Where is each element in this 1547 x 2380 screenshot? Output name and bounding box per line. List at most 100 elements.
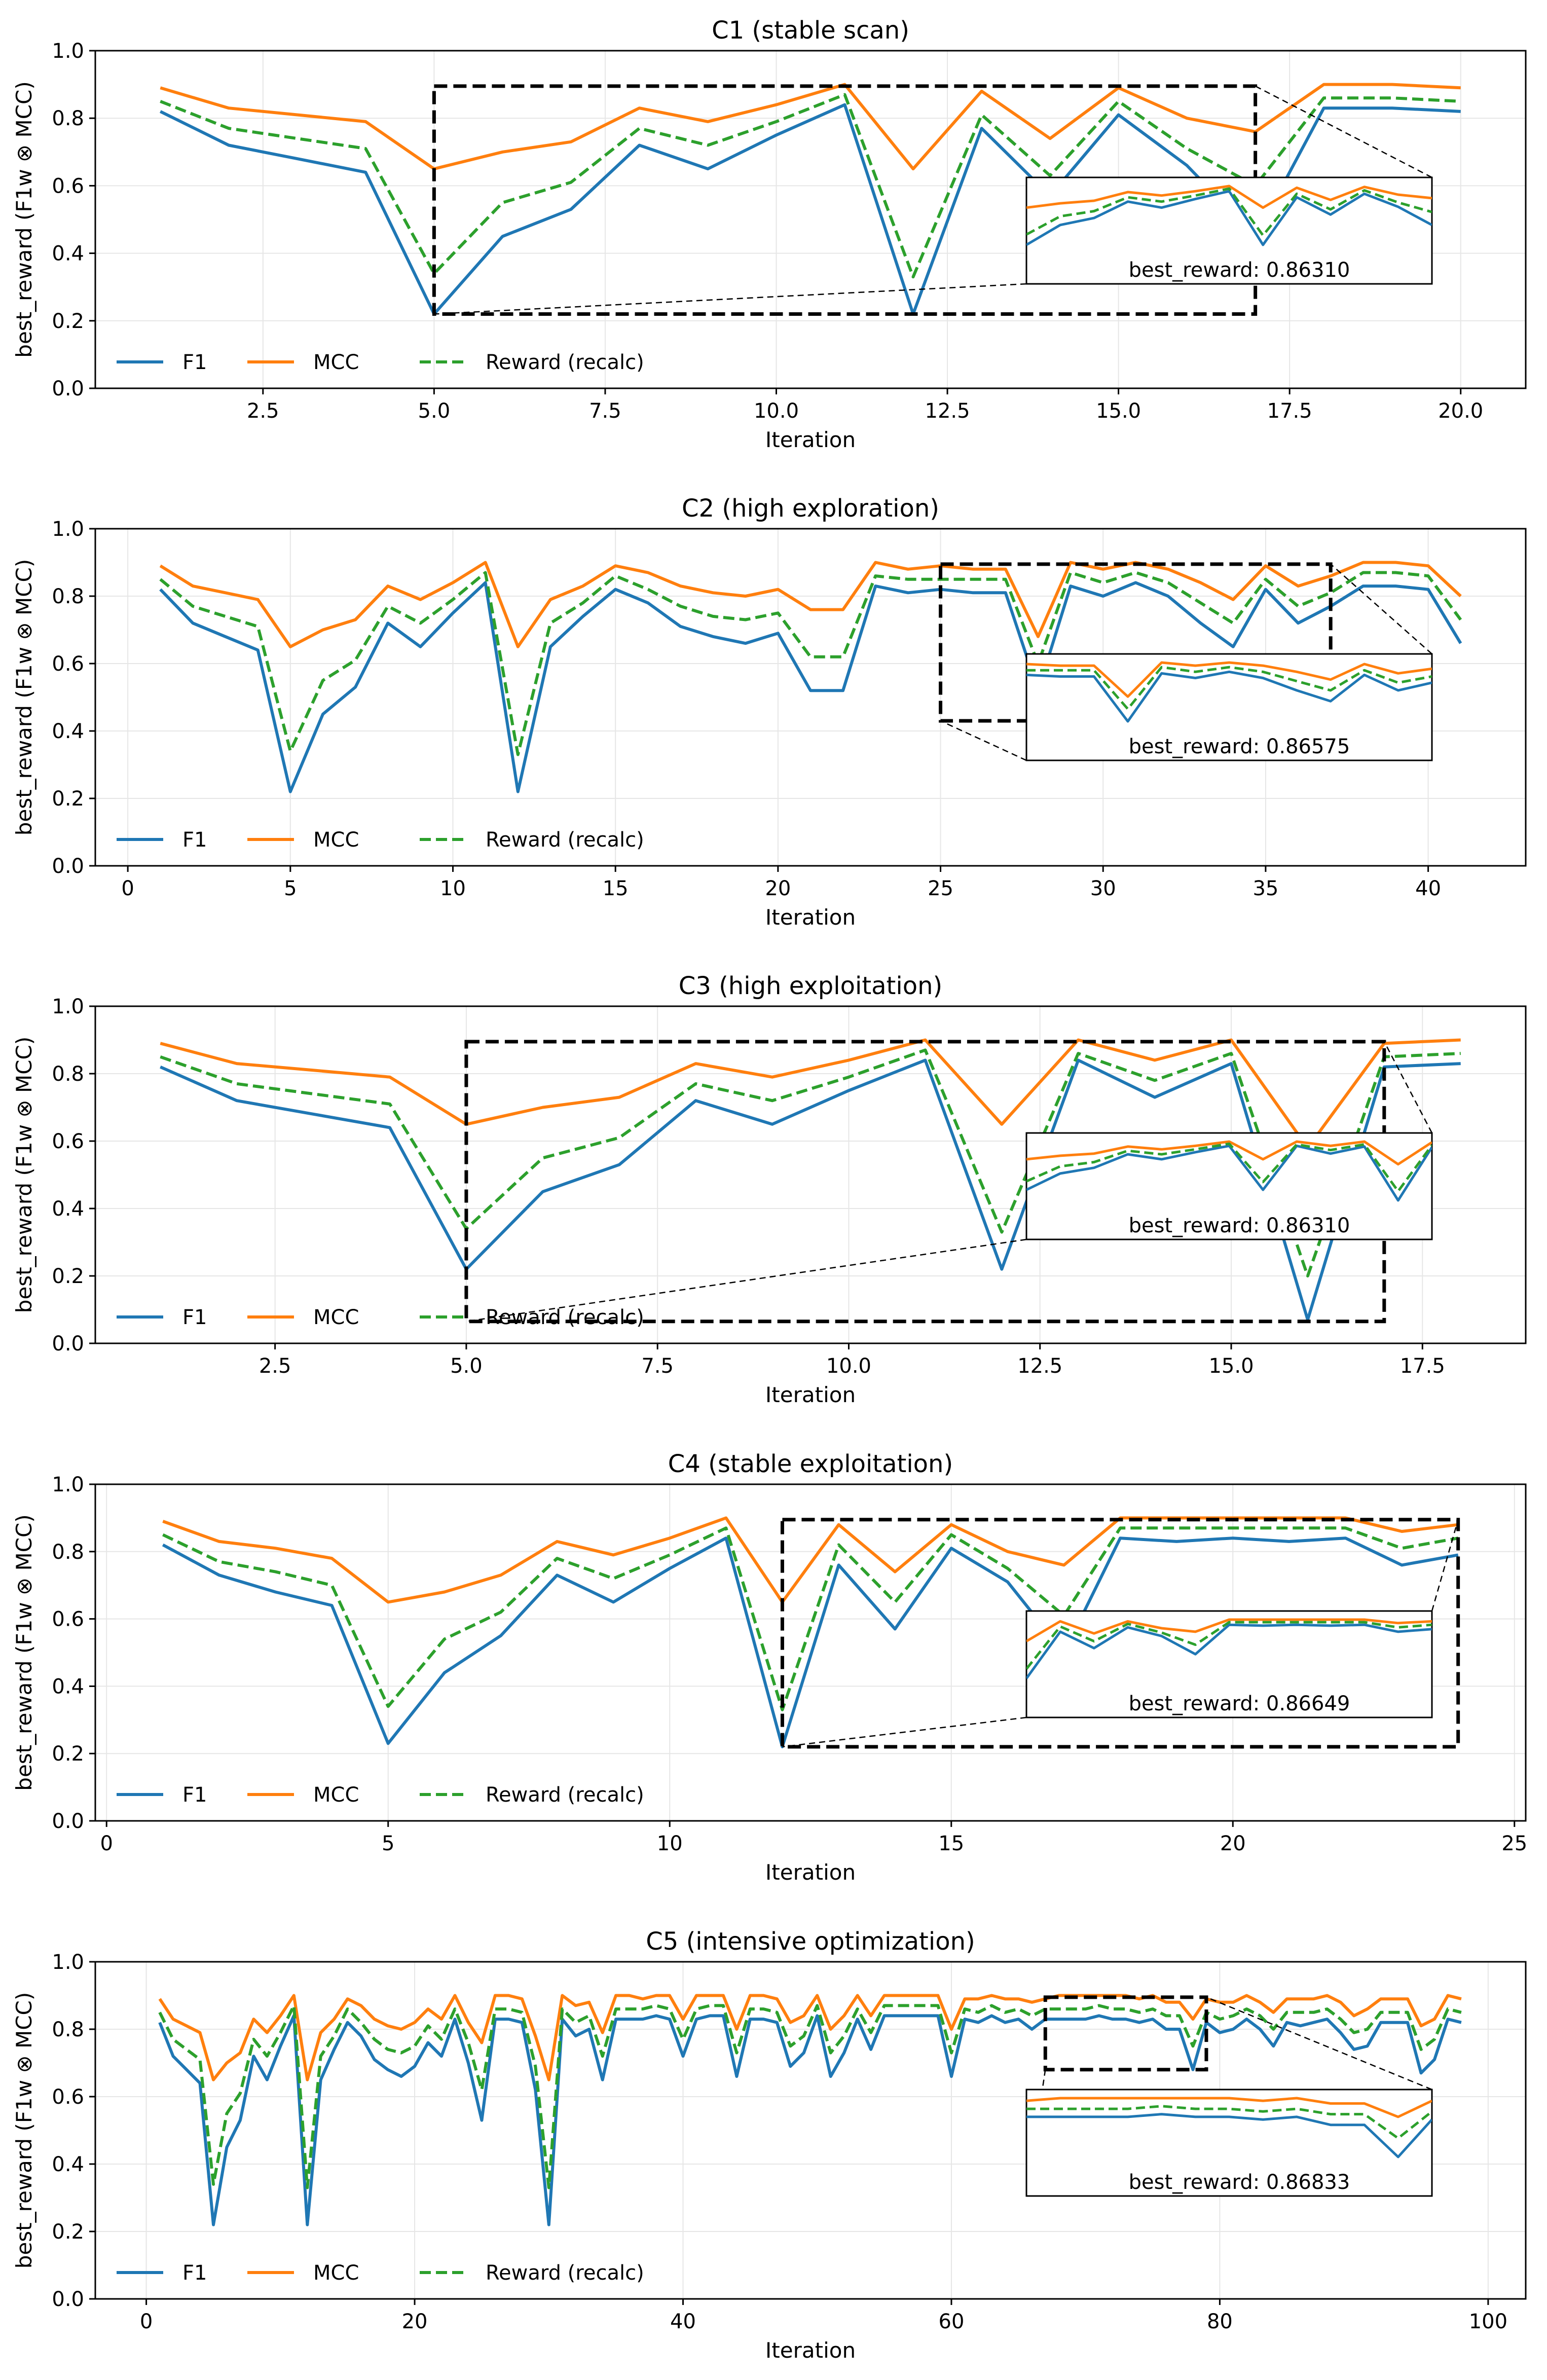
y-tick-label: 0.0	[52, 377, 84, 400]
x-tick-label: 15	[938, 1832, 964, 1855]
x-tick-label: 15.0	[1096, 399, 1141, 423]
inset-lines	[1026, 2097, 1432, 2158]
zoom-connector-line	[940, 720, 1027, 761]
chart-panel-5: best_reward: 0.86833 0 20 40 60 80 100 0.0 0.2 0.…	[12, 1927, 1527, 2363]
x-tick-label: 12.5	[1017, 1354, 1062, 1378]
y-tick-label: 1.0	[52, 518, 84, 541]
x-tick-label: 0	[140, 2310, 153, 2333]
x-axis-label: Iteration	[765, 905, 856, 930]
inset-lines	[1026, 1140, 1432, 1202]
x-axis-label: Iteration	[765, 1860, 856, 1885]
zoom-connector-line	[1330, 563, 1432, 654]
best-reward-label: best_reward: 0.86310	[1129, 1214, 1350, 1237]
series-lines	[159, 561, 1462, 793]
inset-lines	[1026, 661, 1432, 723]
series-line-mcc	[160, 83, 1461, 171]
y-tick-label: 0.0	[52, 855, 84, 878]
series-lines	[162, 1516, 1459, 1748]
legend-label-f1: F1	[182, 351, 207, 374]
x-tick-label: 20	[765, 877, 791, 900]
inset-line-reward	[1026, 187, 1432, 237]
x-tick-label: 35	[1253, 877, 1278, 900]
series-line-mcc	[160, 1038, 1461, 1150]
chart-panel-3: best_reward: 0.86310 2.5 5.0 7.5 10.0 12.5 15.…	[12, 972, 1527, 1407]
x-tick-label: 5.0	[450, 1354, 483, 1378]
axes-frame	[94, 50, 1527, 389]
zoom-connector-line	[1431, 1519, 1459, 1612]
y-tick-label: 1.0	[52, 1473, 84, 1496]
x-tick-label: 17.5	[1400, 1354, 1445, 1378]
inset-line-reward	[1026, 1621, 1432, 1670]
x-tick-label: 20.0	[1438, 399, 1483, 423]
x-tick-label: 2.5	[259, 1354, 291, 1378]
legend-label-reward: Reward (recalc)	[486, 1783, 644, 1807]
x-tick-label: 12.5	[925, 399, 970, 423]
y-tick-label: 1.0	[52, 40, 84, 63]
y-tick-label: 0.4	[52, 2153, 84, 2176]
inset-line-f1	[1026, 1144, 1432, 1202]
inset-line-mcc	[1026, 661, 1432, 698]
series-line-mcc	[162, 1516, 1459, 1604]
x-axis-label: Iteration	[765, 1382, 856, 1407]
y-tick-label: 0.2	[52, 1265, 84, 1288]
zoom-inset-frame	[1025, 2089, 1433, 2197]
y-tick-label: 0.8	[52, 585, 84, 608]
x-tick-label: 10.0	[754, 399, 799, 423]
inset-line-f1	[1026, 1623, 1432, 1679]
y-tick-label: 1.0	[52, 995, 84, 1018]
best-reward-label: best_reward: 0.86310	[1129, 259, 1350, 282]
legend-label-mcc: MCC	[313, 2261, 359, 2285]
x-tick-label: 17.5	[1267, 399, 1312, 423]
y-axis-label: best_reward (F1w ⊗ MCC)	[12, 1037, 36, 1313]
x-tick-label: 0	[100, 1832, 113, 1855]
y-tick-label: 0.4	[52, 1675, 84, 1698]
axes-frame	[94, 1961, 1527, 2300]
inset-line-mcc	[1026, 1618, 1432, 1642]
zoom-connector-line	[1383, 1041, 1433, 1133]
x-tick-label: 5	[284, 877, 297, 900]
y-tick-label: 0.2	[52, 2220, 84, 2244]
zoom-region-box	[780, 1518, 1460, 1749]
series-lines	[160, 1038, 1461, 1322]
y-tick-label: 0.6	[52, 1130, 84, 1153]
series-line-f1	[158, 2014, 1462, 2226]
x-tick-label: 10.0	[826, 1354, 871, 1378]
inset-line-mcc	[1026, 1140, 1432, 1166]
x-tick-label: 15.0	[1208, 1354, 1254, 1378]
best-reward-label: best_reward: 0.86833	[1129, 2171, 1350, 2194]
zoom-connector-line	[466, 1238, 1027, 1323]
x-tick-label: 15	[603, 877, 629, 900]
zoom-connector-line	[1255, 85, 1432, 178]
legend-label-reward: Reward (recalc)	[486, 2261, 644, 2285]
legend-label-mcc: MCC	[313, 1306, 359, 1329]
series-line-mcc	[158, 1994, 1462, 2081]
x-axis-label: Iteration	[765, 2338, 856, 2363]
y-tick-label: 0.0	[52, 1810, 84, 1833]
legend-label-f1: F1	[182, 1306, 207, 1329]
y-tick-label: 0.8	[52, 107, 84, 130]
x-tick-label: 5	[382, 1832, 394, 1855]
zoom-connector-line	[434, 283, 1027, 315]
y-tick-label: 0.4	[52, 1197, 84, 1221]
x-tick-label: 7.5	[641, 1354, 674, 1378]
zoom-inset-frame	[1025, 1132, 1433, 1240]
inset-lines	[1026, 1618, 1432, 1679]
legend-label-mcc: MCC	[313, 1783, 359, 1807]
y-tick-label: 0.6	[52, 1608, 84, 1631]
zoom-connector-line	[782, 1716, 1027, 1748]
x-tick-label: 20	[1220, 1832, 1246, 1855]
x-tick-label: 0	[121, 877, 134, 900]
legend-label-f1: F1	[182, 828, 207, 852]
series-line-f1	[162, 1536, 1459, 1748]
zoom-region-box	[464, 1040, 1386, 1324]
x-tick-label: 40	[1415, 877, 1441, 900]
y-tick-label: 0.0	[52, 2288, 84, 2311]
y-axis-label: best_reward (F1w ⊗ MCC)	[12, 81, 36, 357]
y-tick-label: 0.8	[52, 1541, 84, 1564]
y-tick-label: 0.2	[52, 1742, 84, 1766]
axes-frame	[94, 528, 1527, 867]
y-tick-label: 0.4	[52, 242, 84, 266]
y-tick-label: 0.6	[52, 174, 84, 198]
y-axis-label: best_reward (F1w ⊗ MCC)	[12, 1514, 36, 1790]
